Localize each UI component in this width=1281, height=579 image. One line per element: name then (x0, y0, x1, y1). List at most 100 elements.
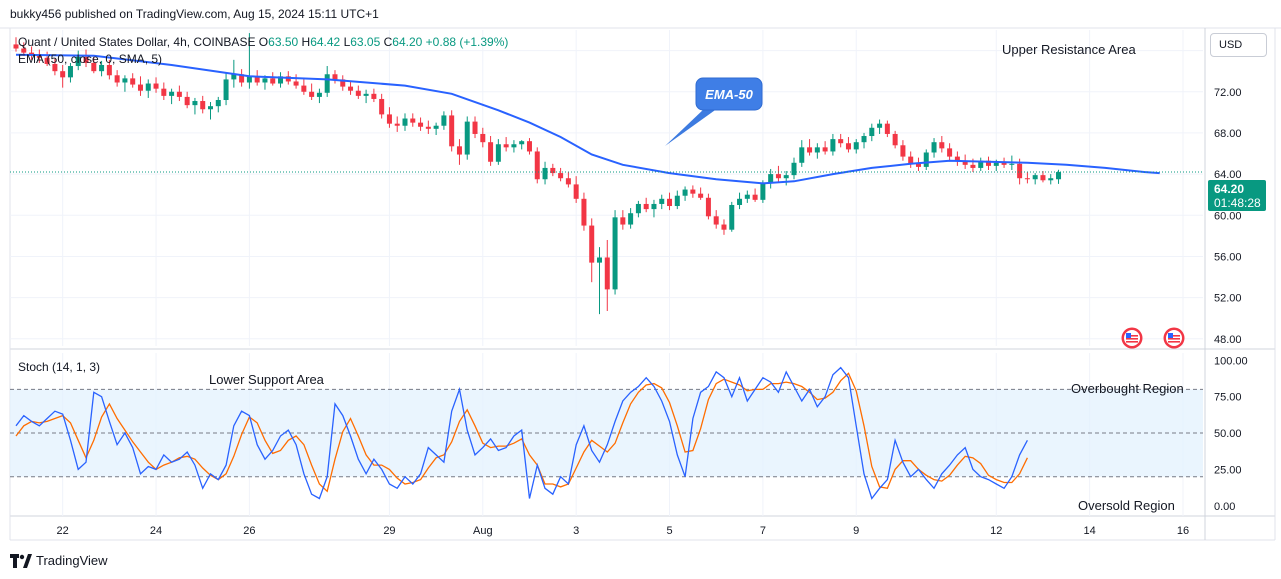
candle-body (651, 203, 657, 210)
price-tick-label: 56.00 (1214, 251, 1242, 263)
stoch-tick-label: 50.00 (1214, 428, 1242, 440)
candle-body (604, 257, 610, 290)
candle-body (418, 122, 424, 127)
candle-body (628, 213, 634, 225)
ema-legend[interactable]: EMA (50, close, 0, SMA, 5) (18, 52, 163, 66)
candle-body (270, 78, 276, 84)
candle-body (1040, 175, 1046, 181)
ema-callout-text: EMA-50 (705, 87, 753, 102)
candle-body (231, 74, 237, 80)
candle-body (208, 106, 213, 110)
symbol-name: Quant / United States Dollar, 4h, COINBA… (18, 35, 256, 49)
candle-body (845, 143, 851, 150)
lower-support-label: Lower Support Area (209, 372, 324, 387)
candle-body (807, 147, 813, 153)
candle-body (130, 78, 136, 85)
ohlc-close: C64.20 (383, 35, 423, 49)
price-tick-label: 60.00 (1214, 210, 1242, 222)
stoch-tick-label: 25.00 (1214, 464, 1242, 476)
tradingview-brand: TradingView (36, 553, 108, 568)
candle-body (744, 194, 750, 199)
price-tick-label: 64.00 (1214, 169, 1242, 181)
candle-body (60, 71, 66, 78)
last-price-tag: 64.20 01:48:28 (1208, 180, 1266, 211)
price-tick-label: 52.00 (1214, 293, 1242, 305)
candle-body (200, 101, 206, 110)
candle-body (176, 91, 182, 97)
candle-body (340, 79, 346, 87)
candle-body (449, 115, 455, 147)
candle-body (363, 93, 369, 96)
candle-body (635, 203, 641, 214)
candle-body (931, 142, 937, 153)
candle-body (558, 173, 564, 179)
candle-body (36, 54, 42, 58)
candle-body (254, 76, 260, 83)
candle-body (1056, 172, 1062, 180)
candle-body (986, 160, 991, 166)
grid (0, 27, 1281, 541)
candle-body (962, 160, 968, 165)
candle-body (348, 86, 354, 91)
publish-info: bukky456 published on TradingView.com, A… (10, 7, 379, 21)
candle-body (464, 121, 470, 155)
candle-body (153, 83, 159, 89)
candle-body (573, 184, 579, 199)
overbought-label: Overbought Region (1071, 381, 1184, 396)
candle-body (581, 198, 587, 226)
currency-selector[interactable]: USD (1210, 33, 1267, 57)
axes: 76.0072.0068.0064.0060.0056.0052.0048.00… (57, 46, 1248, 537)
price-change: +0.88 (+1.39%) (425, 35, 509, 49)
candles (13, 33, 1062, 315)
candle-body (285, 76, 291, 82)
us-flag-event-icon[interactable] (1121, 327, 1143, 349)
candle-body (433, 125, 439, 129)
candle-body (908, 156, 914, 164)
candle-body (75, 56, 81, 67)
candle-body (783, 175, 789, 179)
candle-body (799, 147, 805, 163)
candle-body (1048, 178, 1054, 181)
candle-body (682, 189, 688, 196)
legend-symbol-row[interactable]: Quant / United States Dollar, 4h, COINBA… (18, 35, 508, 49)
candle-body (814, 147, 820, 153)
price-tick-label: 72.00 (1214, 87, 1242, 99)
tradingview-footer[interactable]: TradingView (10, 553, 108, 568)
candle-body (713, 216, 719, 225)
candle-body (379, 98, 385, 115)
candle-body (246, 76, 252, 83)
candle-body (760, 183, 766, 200)
candle-body (612, 217, 618, 290)
candle-body (137, 84, 143, 91)
candle-body (511, 144, 517, 148)
stoch-tick-label: 100.00 (1214, 355, 1248, 367)
stoch-legend[interactable]: Stoch (14, 1, 3) (18, 360, 101, 374)
candle-body (978, 160, 984, 168)
candle-body (589, 225, 595, 263)
candle-body (565, 178, 571, 185)
time-tick-label: 9 (853, 525, 859, 537)
candle-body (939, 142, 945, 149)
candle-body (114, 75, 120, 83)
candle-body (526, 141, 532, 152)
candle-body (83, 56, 89, 63)
time-tick-label: 26 (243, 525, 255, 537)
price-tick-label: 68.00 (1214, 128, 1242, 140)
time-tick-label: 14 (1084, 525, 1096, 537)
candle-body (239, 74, 245, 83)
bar-countdown: 01:48:28 (1214, 196, 1261, 210)
candle-body (705, 197, 711, 217)
candle-body (542, 167, 548, 180)
upper-resistance-label: Upper Resistance Area (1002, 42, 1136, 57)
time-tick-label: Aug (473, 525, 493, 537)
candle-body (161, 88, 167, 96)
time-tick-label: 3 (573, 525, 579, 537)
candle-body (441, 115, 447, 126)
tradingview-logo-icon (10, 553, 32, 568)
candle-body (99, 64, 105, 72)
candle-body (145, 83, 151, 91)
us-flag-event-icon[interactable] (1163, 327, 1185, 349)
ohlc-open: O63.50 (258, 35, 299, 49)
candle-body (316, 92, 322, 97)
